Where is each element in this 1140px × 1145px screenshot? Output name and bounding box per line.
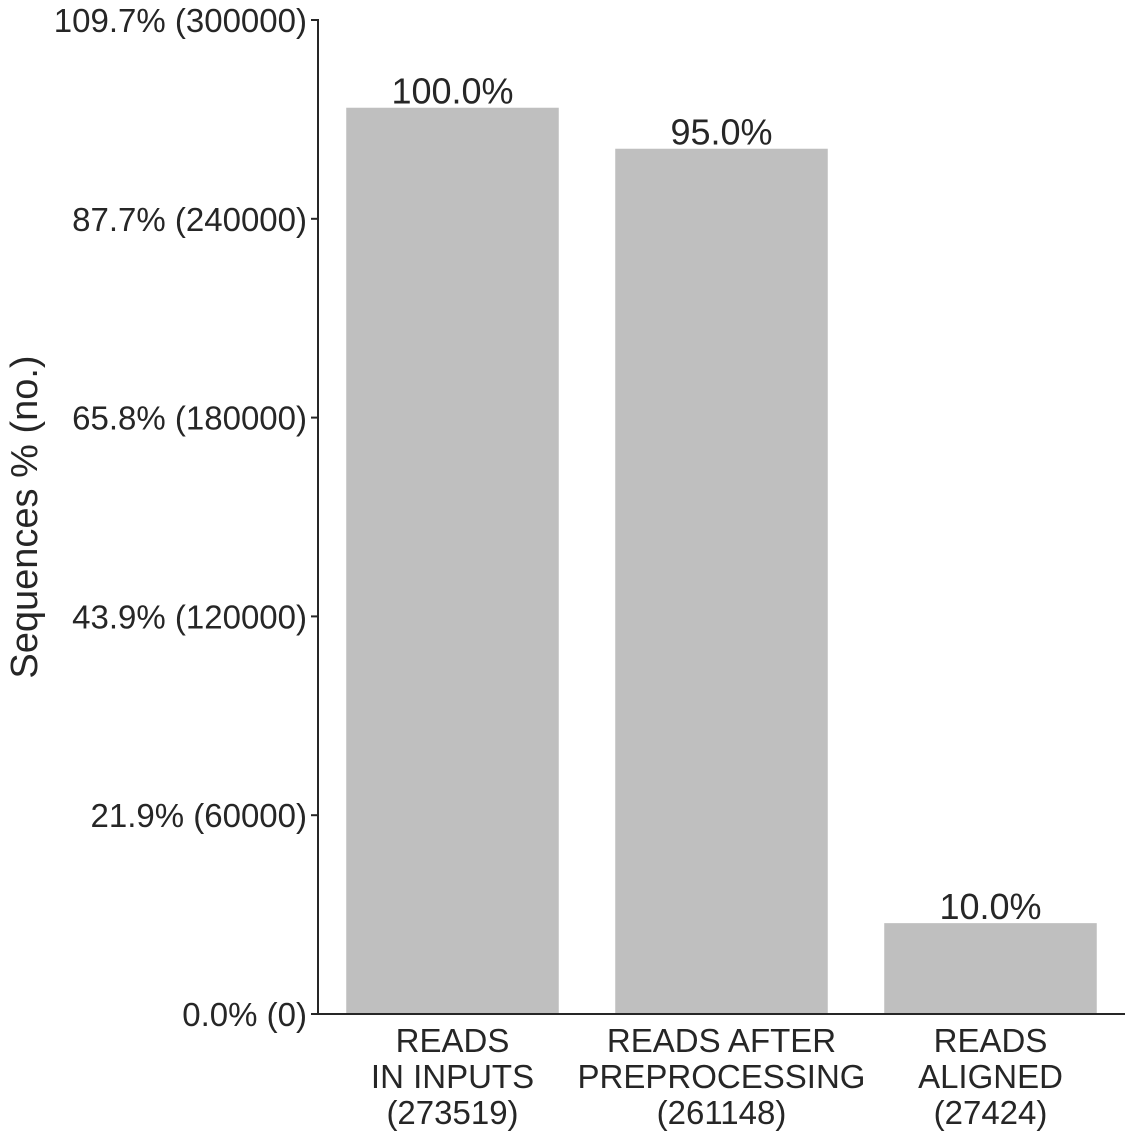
- bar-1: [615, 148, 828, 1015]
- data-label-1: 95.0%: [670, 112, 772, 153]
- x-tick-label-0-line-0: READS: [396, 1022, 510, 1059]
- data-label-0: 100.0%: [391, 71, 513, 112]
- x-tick-label-2-line-0: READS: [934, 1022, 1048, 1059]
- bar-0: [346, 107, 559, 1015]
- x-tick-label-1-line-2: (261148): [657, 1094, 787, 1131]
- x-tick-label-1-line-1: PREPROCESSING: [578, 1058, 866, 1095]
- bar-2: [884, 923, 1097, 1014]
- x-tick-label-0-line-2: (273519): [386, 1094, 518, 1131]
- data-label-2: 10.0%: [939, 886, 1041, 927]
- y-tick-label-4: 87.7% (240000): [72, 201, 307, 238]
- y-tick-label-3: 65.8% (180000): [72, 400, 307, 437]
- x-tick-label-2-line-1: ALIGNED: [918, 1058, 1063, 1095]
- x-tick-label-2-line-2: (27424): [934, 1094, 1048, 1131]
- x-tick-label-1-line-0: READS AFTER: [607, 1022, 836, 1059]
- y-axis-label: Sequences % (no.): [4, 355, 46, 678]
- y-tick-label-2: 43.9% (120000): [72, 598, 307, 635]
- y-tick-label-0: 0.0% (0): [182, 996, 307, 1033]
- y-tick-label-5: 109.7% (300000): [54, 2, 307, 39]
- x-tick-label-0-line-1: IN INPUTS: [371, 1058, 534, 1095]
- y-tick-label-1: 21.9% (60000): [91, 797, 307, 834]
